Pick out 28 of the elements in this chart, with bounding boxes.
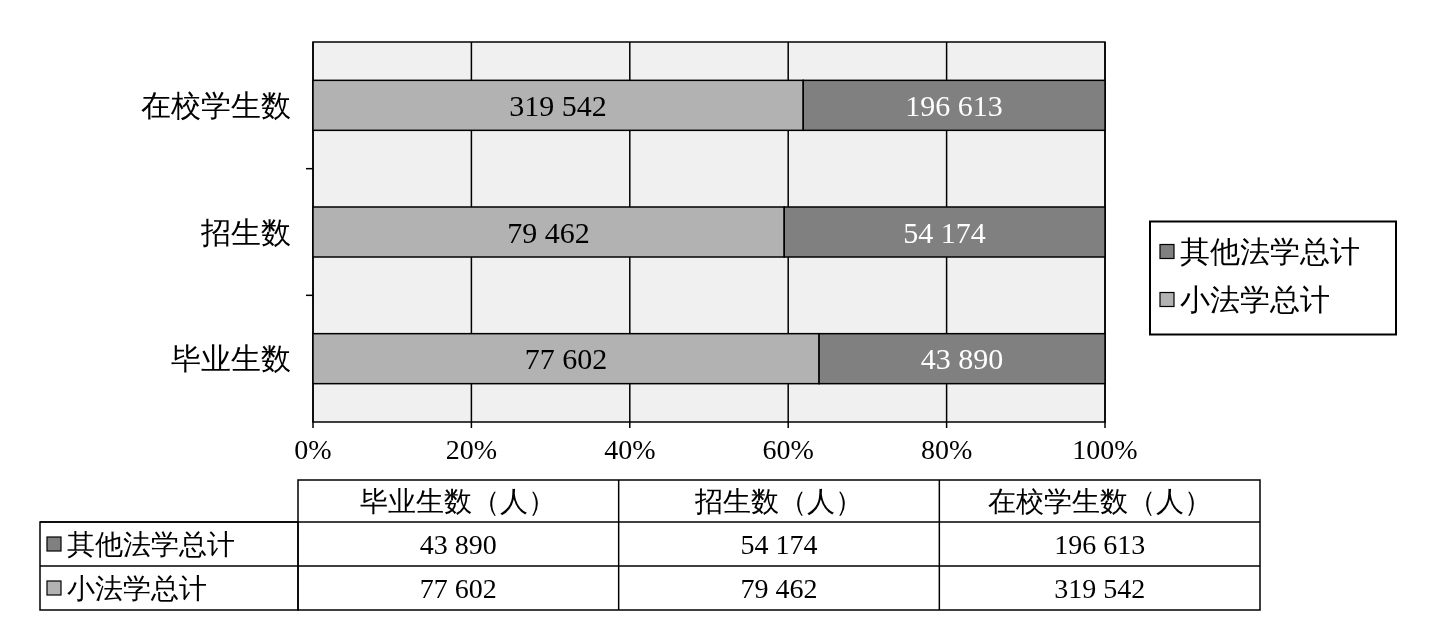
x-tick-label: 0% xyxy=(294,433,332,465)
x-tick-label: 20% xyxy=(445,433,498,465)
y-tick-label: 在校学生数 xyxy=(141,88,291,122)
x-tick-label: 80% xyxy=(920,433,973,465)
x-tick-label: 40% xyxy=(604,433,656,465)
annotation: 77 602 xyxy=(524,342,608,376)
table-cell: 77 602 xyxy=(419,572,497,604)
x-tick-label: 100% xyxy=(1072,433,1138,465)
table-cell: 196 613 xyxy=(1054,528,1146,560)
column-header: 招生数（人） xyxy=(695,485,863,517)
table-cell: 319 542 xyxy=(1054,572,1146,604)
legend-label: 小法学总计 xyxy=(1180,283,1330,316)
annotation: 196 613 xyxy=(905,88,1003,122)
annotation: 319 542 xyxy=(509,88,607,122)
row-header: 其他法学总计 xyxy=(67,528,235,560)
table-cell: 54 174 xyxy=(740,528,818,560)
table-cell: 79 462 xyxy=(740,572,818,604)
annotation: 43 890 xyxy=(920,342,1004,376)
column-header: 在校学生数（人） xyxy=(987,485,1212,517)
annotation: 54 174 xyxy=(903,215,986,249)
table-cell: 43 890 xyxy=(419,528,497,560)
column-header: 毕业生数（人） xyxy=(360,485,557,517)
y-tick-label: 招生数 xyxy=(200,215,291,249)
y-tick-label: 毕业生数 xyxy=(171,342,291,376)
row-header: 小法学总计 xyxy=(67,572,207,604)
x-tick-label: 60% xyxy=(762,433,814,465)
annotation: 79 462 xyxy=(507,215,590,249)
legend-label: 其他法学总计 xyxy=(1180,235,1360,268)
